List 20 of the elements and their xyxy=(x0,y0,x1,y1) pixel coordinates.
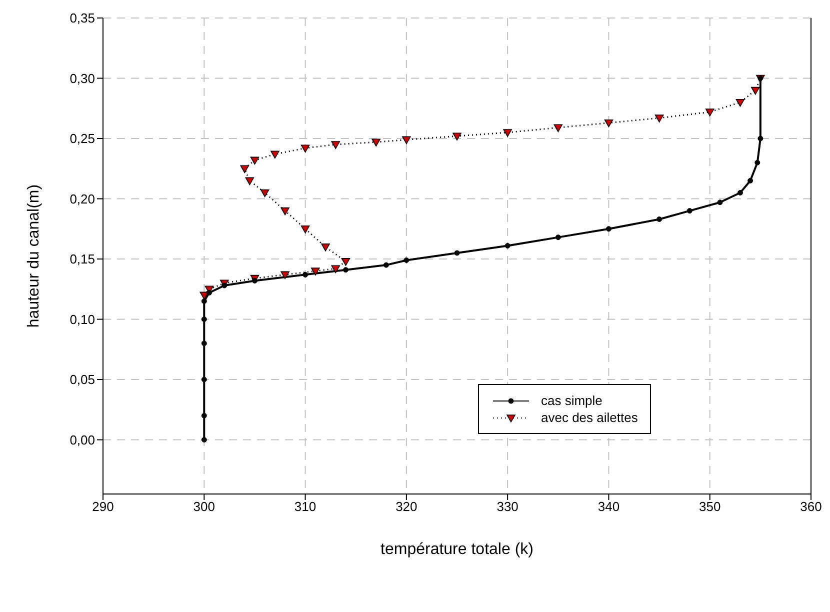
y-tick-label: 0,10 xyxy=(70,312,95,327)
x-tick-label: 360 xyxy=(800,499,822,514)
y-axis-title: hauteur du canal(m) xyxy=(26,184,43,328)
y-tick-label: 0,35 xyxy=(70,10,95,26)
x-tick-label: 300 xyxy=(193,499,215,514)
x-tick-label: 310 xyxy=(294,499,316,514)
y-tick-label: 0,30 xyxy=(70,70,95,86)
x-tick-label: 320 xyxy=(396,499,418,514)
x-tick-label: 350 xyxy=(699,499,721,514)
y-tick-label: 0,00 xyxy=(70,432,95,448)
x-tick-label: 330 xyxy=(496,499,518,514)
x-tick-label: 290 xyxy=(92,499,114,514)
y-tick-label: 0,20 xyxy=(70,191,95,206)
y-tick-label: 0,15 xyxy=(70,252,95,267)
y-tick-label: 0,05 xyxy=(70,372,95,388)
y-tick-label: 0,25 xyxy=(70,131,95,146)
x-axis-title: température totale (k) xyxy=(380,541,534,558)
legend-label: avec des ailettes xyxy=(541,410,638,425)
x-tick-label: 340 xyxy=(598,499,620,514)
legend-label: cas simple xyxy=(541,393,602,408)
